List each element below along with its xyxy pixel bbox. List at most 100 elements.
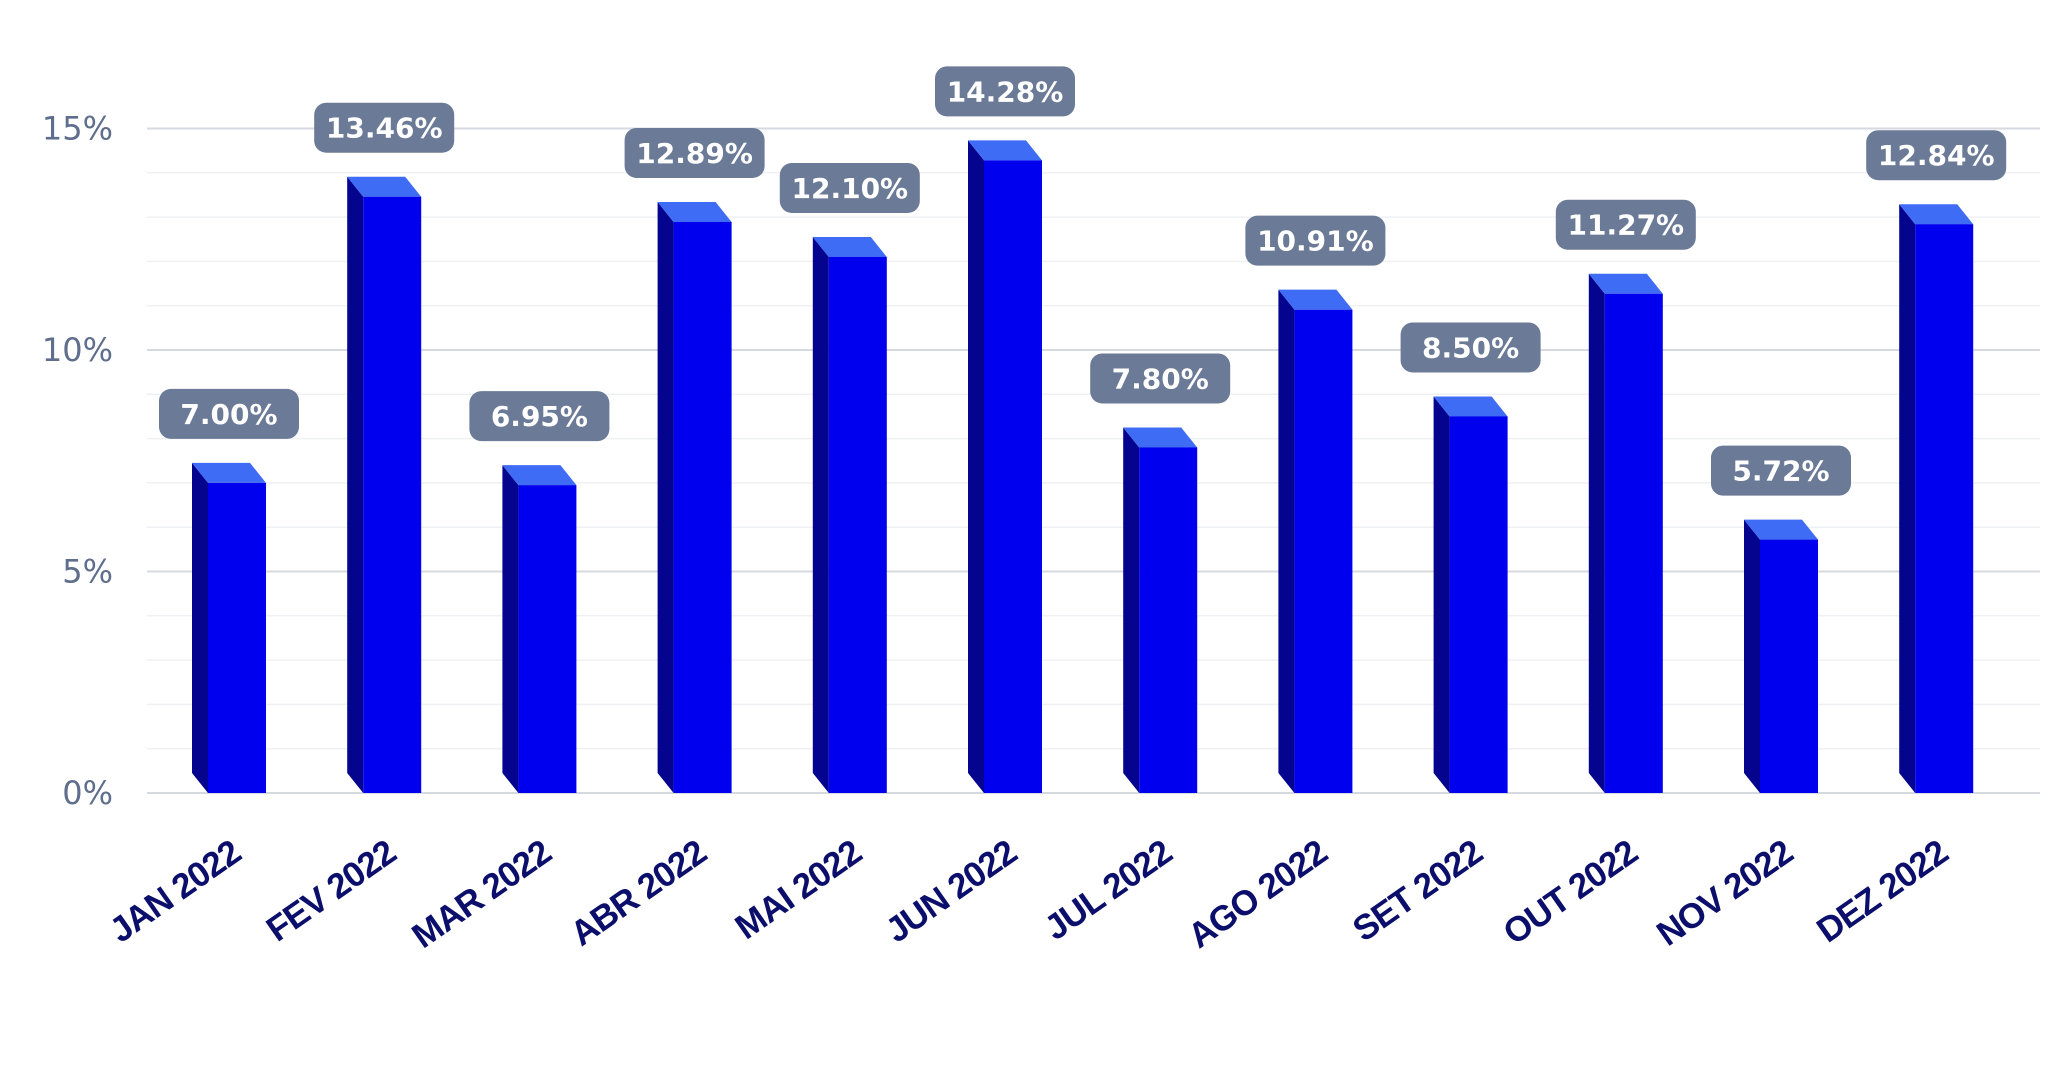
value-label: 11.27% bbox=[1555, 199, 1696, 250]
bar-top-face bbox=[502, 465, 577, 486]
value-labels: 7.00% 13.46% 6.95% 12.89% 12.10% 14.28% 7.80% 1… bbox=[159, 66, 2007, 496]
value-label-badge bbox=[1090, 353, 1231, 404]
x-tick-label: JUL 2022 bbox=[1038, 832, 1180, 947]
bar-side-face bbox=[1588, 273, 1605, 793]
value-label-text: 12.89% bbox=[636, 137, 753, 170]
bar-top-face bbox=[1588, 273, 1663, 294]
value-label-text: 6.95% bbox=[491, 400, 588, 433]
value-label: 7.80% bbox=[1090, 353, 1231, 404]
bar-front-face bbox=[208, 482, 266, 793]
value-label-badge bbox=[1866, 130, 2007, 181]
y-tick-label: 5% bbox=[62, 553, 113, 591]
x-tick-label: ABR 2022 bbox=[564, 832, 714, 953]
bar bbox=[1278, 289, 1353, 793]
bar-side-face bbox=[657, 201, 674, 793]
bar bbox=[1899, 204, 1974, 794]
value-label-text: 11.27% bbox=[1567, 209, 1684, 242]
bar-front-face bbox=[828, 256, 887, 794]
bar bbox=[192, 462, 266, 793]
x-tick-label: OUT 2022 bbox=[1496, 832, 1645, 952]
value-label: 12.89% bbox=[624, 127, 765, 178]
value-label-badge bbox=[1400, 322, 1541, 373]
x-tick-label: JUN 2022 bbox=[879, 832, 1024, 950]
value-label: 14.28% bbox=[935, 66, 1075, 117]
bar-top-face bbox=[192, 462, 266, 483]
value-label-badge bbox=[1555, 199, 1696, 250]
x-tick-label: FEV 2022 bbox=[259, 832, 403, 949]
grid-layer bbox=[147, 127, 2040, 794]
bar-side-face bbox=[1433, 396, 1450, 793]
bar-top-face bbox=[1123, 427, 1198, 448]
bar-side-face bbox=[1899, 204, 1916, 794]
x-axis-ticks: JAN 2022 FEV 2022 MAR 2022 ABR 2022 MAI 2022… bbox=[103, 832, 1956, 956]
x-tick-label: SET 2022 bbox=[1346, 832, 1490, 949]
bar bbox=[1433, 396, 1508, 793]
bar-front-face bbox=[518, 485, 577, 793]
bar-front-face bbox=[363, 196, 422, 794]
value-label: 10.91% bbox=[1245, 215, 1386, 266]
bars bbox=[192, 140, 1974, 794]
value-label-badge bbox=[935, 66, 1075, 117]
bar bbox=[812, 236, 887, 794]
x-tick-label: MAR 2022 bbox=[405, 832, 558, 956]
value-label-badge bbox=[624, 127, 765, 178]
value-label: 8.50% bbox=[1400, 322, 1541, 373]
bar bbox=[1588, 273, 1663, 793]
value-label-text: 14.28% bbox=[947, 75, 1064, 108]
bar-front-face bbox=[1139, 447, 1198, 793]
value-label-badge bbox=[159, 388, 299, 439]
bar-side-face bbox=[968, 140, 984, 793]
value-label: 5.72% bbox=[1711, 445, 1851, 496]
value-label-text: 12.10% bbox=[791, 172, 908, 205]
value-label-text: 8.50% bbox=[1422, 331, 1519, 364]
value-label-text: 7.80% bbox=[1112, 362, 1209, 395]
y-tick-label: 15% bbox=[42, 110, 113, 148]
bar-top-face bbox=[657, 201, 732, 222]
bar-front-face bbox=[1604, 293, 1663, 793]
bar-side-face bbox=[1744, 519, 1760, 793]
y-axis-ticks: 0% 5% 10% 15% bbox=[42, 110, 113, 813]
bar-front-face bbox=[1449, 416, 1508, 793]
bar-top-face bbox=[1744, 519, 1818, 540]
bar-front-face bbox=[1915, 224, 1974, 794]
value-label-badge bbox=[469, 391, 610, 442]
value-label: 12.10% bbox=[779, 162, 920, 213]
value-label-text: 10.91% bbox=[1257, 225, 1374, 258]
value-label-badge bbox=[1245, 215, 1386, 266]
value-label-badge bbox=[1711, 445, 1851, 496]
bar-top-face bbox=[812, 236, 887, 257]
bar-top-face bbox=[1433, 396, 1508, 417]
bar-top-face bbox=[347, 176, 422, 197]
value-label-text: 13.46% bbox=[326, 112, 443, 145]
bar bbox=[1123, 427, 1198, 793]
bar-top-face bbox=[1899, 204, 1974, 225]
bar bbox=[1744, 519, 1818, 793]
value-label-text: 5.72% bbox=[1732, 455, 1829, 488]
bar-side-face bbox=[347, 176, 364, 794]
value-label-text: 7.00% bbox=[180, 398, 277, 431]
bar bbox=[347, 176, 422, 794]
bar-top-face bbox=[1278, 289, 1353, 310]
value-label: 6.95% bbox=[469, 391, 610, 442]
bar-side-face bbox=[502, 465, 519, 793]
value-label: 7.00% bbox=[159, 388, 299, 439]
value-label-text: 12.84% bbox=[1878, 139, 1995, 172]
bar-side-face bbox=[812, 236, 829, 794]
bar bbox=[657, 201, 732, 793]
x-tick-label: NOV 2022 bbox=[1650, 832, 1800, 953]
bar-top-face bbox=[968, 140, 1042, 161]
y-tick-label: 0% bbox=[62, 774, 113, 812]
bar-side-face bbox=[192, 462, 208, 793]
bar bbox=[502, 465, 577, 793]
x-tick-label: AGO 2022 bbox=[1181, 832, 1334, 956]
bar-front-face bbox=[1760, 539, 1818, 793]
bar-front-face bbox=[673, 221, 732, 793]
value-label: 13.46% bbox=[314, 102, 455, 153]
value-label: 12.84% bbox=[1866, 130, 2007, 181]
x-tick-label: JAN 2022 bbox=[103, 832, 248, 950]
value-label-badge bbox=[314, 102, 455, 153]
value-label-badge bbox=[779, 162, 920, 213]
bar bbox=[968, 140, 1042, 793]
